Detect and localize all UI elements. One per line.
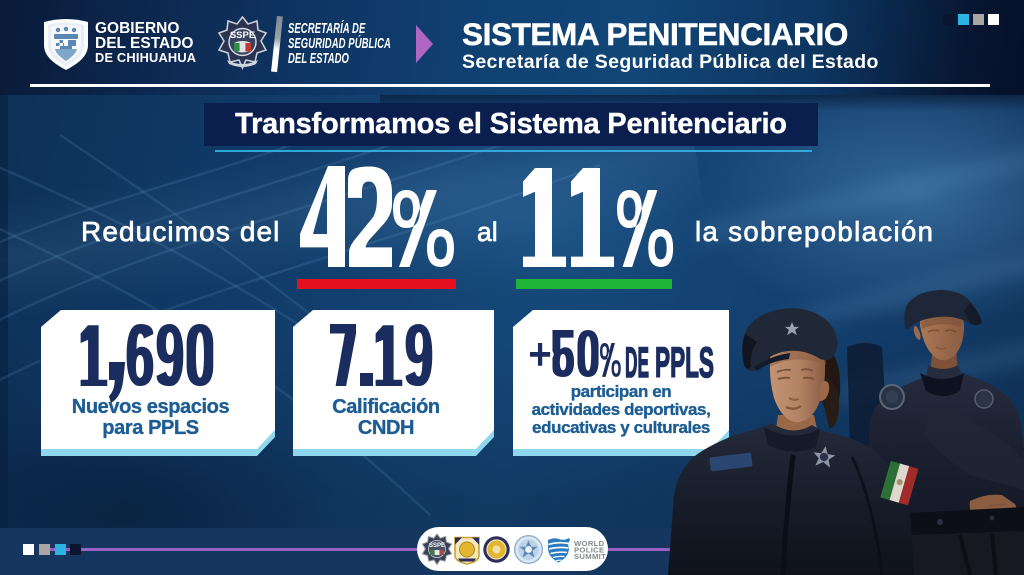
svg-text:SSPE: SSPE <box>230 30 255 41</box>
svg-text:DE: DE <box>625 339 649 387</box>
svg-text:SSPE: SSPE <box>429 543 445 549</box>
svg-text:SUMMIT: SUMMIT <box>574 552 606 561</box>
svg-text:PPLS: PPLS <box>655 339 714 387</box>
svg-text:WORLD: WORLD <box>574 539 605 548</box>
svg-text:POLICE: POLICE <box>574 546 604 555</box>
